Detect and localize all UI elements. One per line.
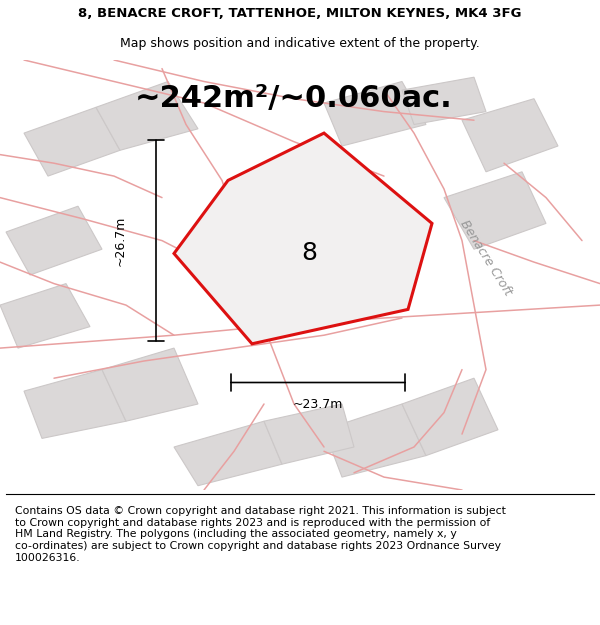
Polygon shape <box>444 172 546 249</box>
Polygon shape <box>174 133 432 344</box>
Polygon shape <box>174 421 282 486</box>
Text: Benacre Croft: Benacre Croft <box>458 217 514 298</box>
Text: Map shows position and indicative extent of the property.: Map shows position and indicative extent… <box>120 37 480 50</box>
Polygon shape <box>24 369 126 438</box>
Polygon shape <box>24 107 120 176</box>
Polygon shape <box>324 404 426 477</box>
Polygon shape <box>102 348 198 421</box>
Text: Contains OS data © Crown copyright and database right 2021. This information is : Contains OS data © Crown copyright and d… <box>15 506 506 562</box>
Text: 8: 8 <box>301 241 317 266</box>
Polygon shape <box>96 81 198 150</box>
Text: 8, BENACRE CROFT, TATTENHOE, MILTON KEYNES, MK4 3FG: 8, BENACRE CROFT, TATTENHOE, MILTON KEYN… <box>78 7 522 20</box>
Polygon shape <box>402 378 498 456</box>
Polygon shape <box>462 99 558 172</box>
Polygon shape <box>0 284 90 348</box>
Polygon shape <box>402 78 486 124</box>
Text: ~23.7m: ~23.7m <box>293 398 343 411</box>
Polygon shape <box>324 81 426 146</box>
Polygon shape <box>6 206 102 275</box>
Text: ~242m²/~0.060ac.: ~242m²/~0.060ac. <box>135 84 453 113</box>
Polygon shape <box>264 404 354 464</box>
Text: ~26.7m: ~26.7m <box>113 216 127 266</box>
